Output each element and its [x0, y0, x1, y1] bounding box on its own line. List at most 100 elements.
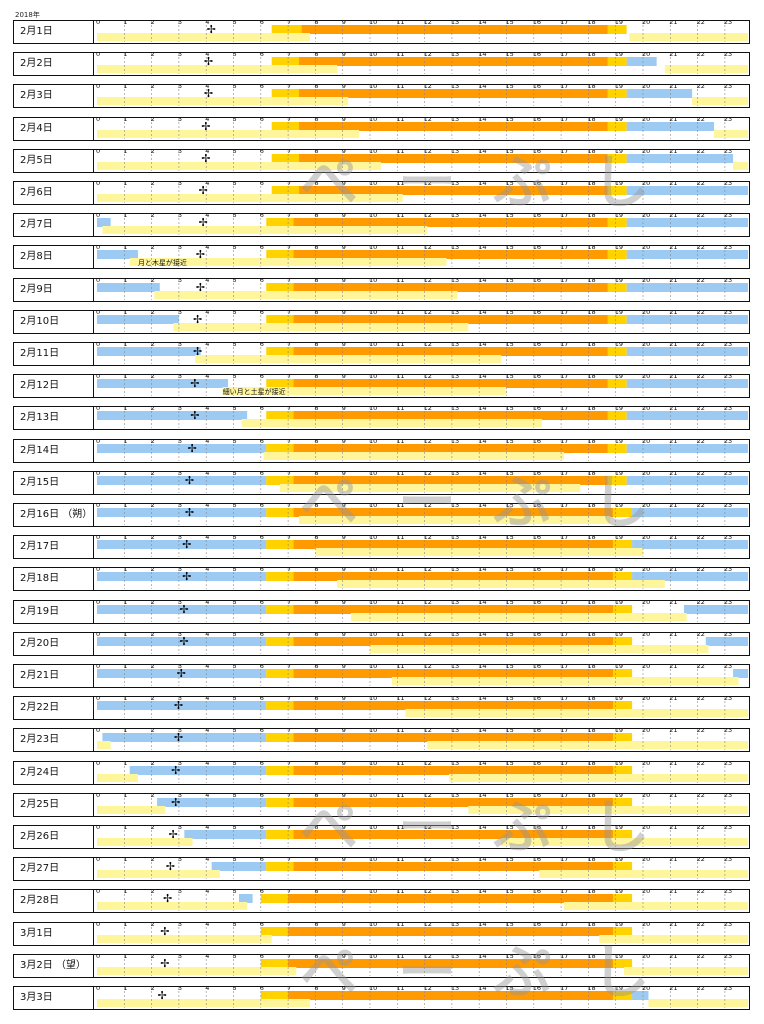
hour-tick-label: 7: [287, 762, 292, 767]
marker-icon: ✢: [171, 764, 181, 777]
hour-tick-label: 2: [150, 53, 155, 58]
hour-tick-label: 20: [642, 279, 651, 284]
hour-tick-label: 15: [505, 601, 514, 606]
night-sky-bar: [97, 605, 267, 614]
hour-plot: 0 1 2 3 4 5 6 7 8 9 10 11 12 13 14 15 16 17 18 19 20 21 22 23 ✢: [94, 762, 748, 784]
hour-tick-label: 12: [423, 407, 432, 412]
hour-tick-label: 23: [723, 118, 733, 123]
hour-tick-label: 13: [450, 343, 460, 348]
hour-tick-label: 4: [205, 53, 210, 58]
hour-tick-label: 12: [423, 697, 432, 702]
hour-tick-label: 8: [314, 440, 319, 445]
hour-tick-label: 9: [341, 504, 346, 509]
hour-tick-label: 21: [669, 440, 678, 445]
hour-tick-label: 10: [369, 729, 378, 734]
hour-tick-label: 7: [287, 665, 292, 670]
hour-tick-label: 10: [369, 150, 378, 155]
hour-tick-label: 22: [696, 729, 705, 734]
hour-tick-label: 23: [723, 633, 733, 638]
hour-tick-label: 7: [287, 568, 292, 573]
hour-tick-label: 14: [478, 214, 487, 219]
hour-tick-label: 0: [96, 375, 101, 380]
hour-tick-label: 8: [314, 504, 319, 509]
hour-tick-label: 6: [259, 472, 264, 477]
hour-tick-label: 17: [560, 665, 569, 670]
hour-tick-label: 1: [123, 890, 128, 895]
hour-tick-label: 22: [696, 440, 705, 445]
hour-tick-label: 5: [232, 246, 237, 251]
daytime-bar: [293, 444, 608, 453]
hour-tick-label: 5: [232, 472, 237, 477]
hour-tick-label: 23: [723, 182, 733, 187]
hour-tick-label: 3: [177, 633, 183, 638]
hour-tick-label: 3: [177, 923, 183, 928]
daytime-bar: [293, 669, 613, 678]
hour-tick-label: 13: [450, 890, 460, 895]
row-svg: [97, 118, 748, 139]
hour-tick-label: 5: [232, 987, 237, 992]
hour-tick-label: 18: [587, 343, 596, 348]
hour-tick-label: 15: [505, 762, 514, 767]
marker-icon: ✢: [190, 377, 200, 390]
night-sky-bar: [97, 250, 138, 259]
night-sky-bar: [97, 347, 201, 356]
night-sky-bar: [97, 508, 267, 517]
hour-tick-label: 9: [341, 923, 346, 928]
hour-tick-label: 15: [505, 53, 514, 58]
hour-tick-label: 0: [96, 21, 101, 26]
moon-up-bar: [599, 935, 748, 943]
hour-tick-label: 7: [287, 85, 292, 90]
moon-up-bar: [97, 806, 166, 814]
night-sky-bar: [626, 283, 748, 292]
hour-tick-label: 3: [177, 375, 183, 380]
hour-tick-label: 6: [259, 729, 264, 734]
hour-tick-label: 8: [314, 826, 319, 831]
hour-plot: 0 1 2 3 4 5 6 7 8 9 10 11 12 13 14 15 16 17 18 19 20 21 22 23 ✢: [94, 568, 748, 590]
hour-tick-label: 8: [314, 858, 319, 863]
hour-tick-label: 6: [259, 568, 264, 573]
hour-plot: 0 1 2 3 4 5 6 7 8 9 10 11 12 13 14 15 16 17 18 19 20 21 22 23 ✢: [94, 665, 748, 687]
night-sky-bar: [626, 476, 748, 485]
day-row: 2月15日 0 1 2 3 4 5 6 7 8 9 10 11 12 13 14 15 16 17 18 19 20 21 2…: [13, 471, 750, 495]
hour-tick-label: 0: [96, 85, 101, 90]
date-label: 2月13日: [14, 407, 94, 429]
hour-tick-label: 13: [450, 762, 460, 767]
hour-tick-label: 2: [150, 826, 155, 831]
hour-tick-label: 21: [669, 794, 678, 799]
hour-tick-label: 4: [205, 858, 210, 863]
hour-tick-label: 21: [669, 890, 678, 895]
hour-tick-label: 2: [150, 568, 155, 573]
hour-tick-label: 15: [505, 858, 514, 863]
hour-tick-label: 2: [150, 150, 155, 155]
marker-icon: ✢: [190, 409, 200, 422]
marker-icon: ✢: [193, 345, 203, 358]
hour-tick-label: 22: [696, 536, 705, 541]
hour-tick-label: 6: [259, 504, 264, 509]
marker-icon: ✢: [165, 860, 175, 873]
hour-tick-label: 20: [642, 826, 651, 831]
hour-tick-label: 19: [614, 182, 623, 187]
hour-tick-label: 11: [396, 343, 405, 348]
row-svg: [97, 150, 748, 171]
hour-tick-label: 5: [232, 343, 237, 348]
hour-tick-label: 15: [505, 729, 514, 734]
hour-tick-label: 3: [177, 118, 183, 123]
daytime-bar: [293, 347, 608, 356]
hour-tick-label: 4: [205, 601, 210, 606]
hour-tick-label: 21: [669, 343, 678, 348]
hour-tick-label: 15: [505, 440, 514, 445]
hour-tick-label: 23: [723, 568, 733, 573]
date-label: 2月11日: [14, 343, 94, 365]
row-svg: [97, 279, 748, 300]
hour-tick-label: 18: [587, 21, 596, 26]
day-row: 2月17日 0 1 2 3 4 5 6 7 8 9 10 11 12 13 14 15 16 17 18 19 20 21 2…: [13, 535, 750, 559]
hour-tick-label: 6: [259, 858, 264, 863]
hour-tick-label: 9: [341, 311, 346, 316]
marker-icon: ✢: [203, 87, 214, 100]
event-note: 月と木星が接近: [137, 259, 187, 267]
moon-up-bar: [427, 741, 748, 749]
hour-tick-label: 1: [123, 955, 128, 960]
moon-up-bar: [299, 516, 611, 524]
hour-tick-label: 2: [150, 407, 155, 412]
hour-plot: 0 1 2 3 4 5 6 7 8 9 10 11 12 13 14 15 16 17 18 19 20 21 22 23 ✢: [94, 182, 748, 204]
